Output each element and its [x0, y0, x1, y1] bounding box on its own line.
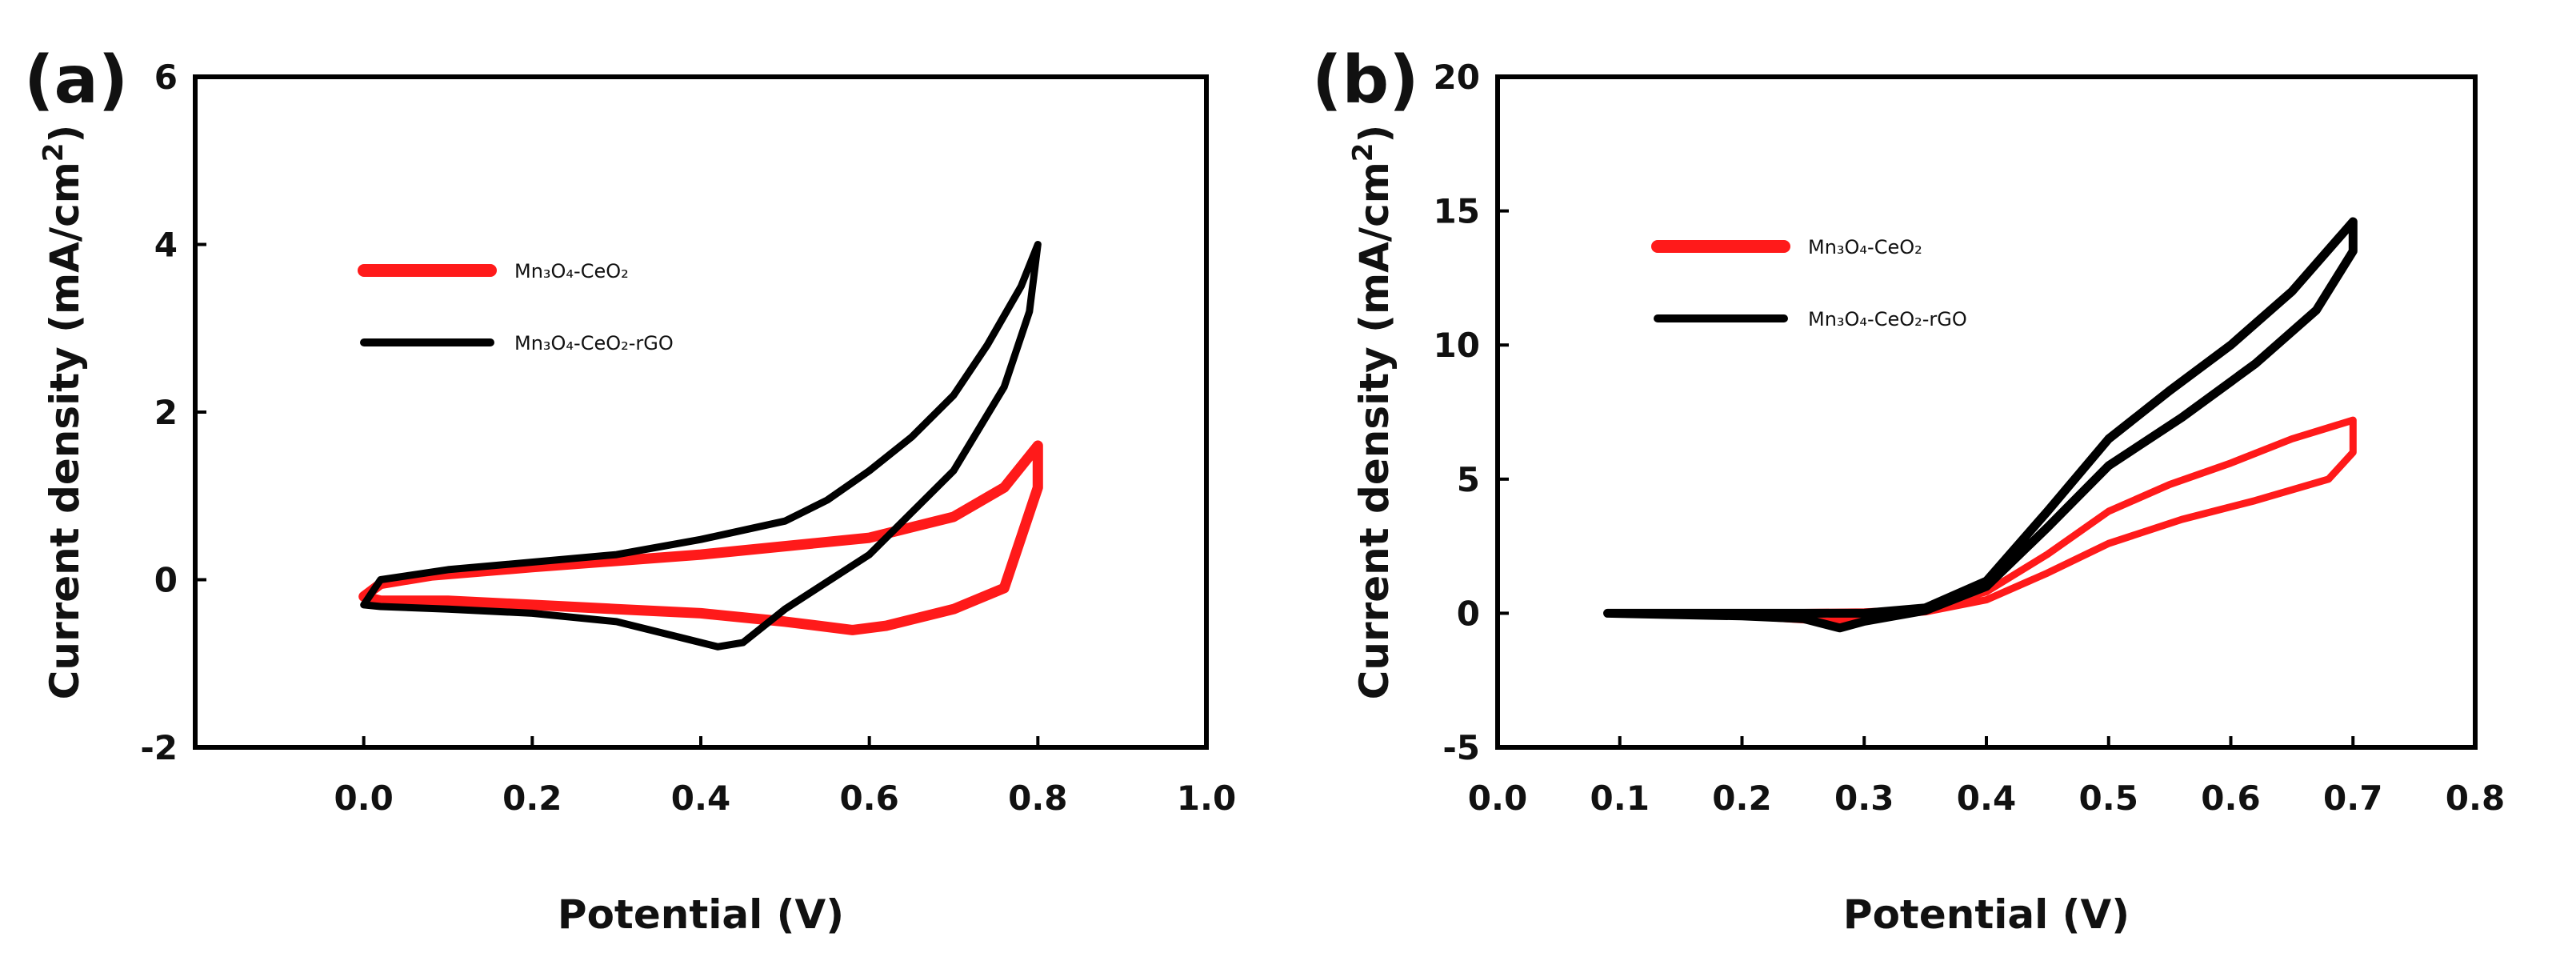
- panel-b-x-tick-label: 0.0: [1468, 779, 1527, 818]
- panel-a-y-axis-title-main: Current density (mA/cm: [42, 162, 88, 699]
- panel-b-x-tick-label: 0.3: [1834, 779, 1894, 818]
- panel-a-y-tick-label: 2: [154, 393, 178, 432]
- panel-a-y-tick-label: -2: [140, 728, 178, 767]
- panel-a-legend-label: Mn₃O₄-CeO₂: [514, 260, 629, 282]
- panel-a-series-mn3o4-ceo2-rgo-curve: [360, 241, 1042, 651]
- panel-a-x-tick-label: 0.8: [1008, 779, 1067, 818]
- panel-b-x-tick-label: 0.8: [2446, 779, 2505, 818]
- panel-b-y-axis-title-sup: 2: [1347, 143, 1379, 162]
- panel-b-legend-label: Mn₃O₄-CeO₂: [1808, 236, 1922, 258]
- panel-b-y-axis-title: Current density (mA/cm2): [1347, 125, 1398, 700]
- panel-a-x-tick-label: 0.4: [671, 779, 730, 818]
- panel-b-y-axis-title-main: Current density (mA/cm: [1351, 162, 1398, 699]
- panel-a-y-tick-label: 4: [154, 226, 178, 265]
- panel-a-y-tick-label: 6: [154, 58, 178, 97]
- panel-b-y-tick-label: 0: [1457, 594, 1480, 633]
- panel-b-x-tick-label: 0.7: [2323, 779, 2382, 818]
- panel-b-x-axis-title: Potential (V): [1843, 891, 2130, 938]
- panel-b-legend-label: Mn₃O₄-CeO₂-rGO: [1808, 308, 1967, 330]
- panel-b-y-tick-label: 10: [1434, 326, 1480, 365]
- panel-a-y-tick-label: 0: [154, 561, 178, 600]
- panel-b-legend: Mn₃O₄-CeO₂ Mn₃O₄-CeO₂-rGO: [1651, 236, 1967, 330]
- panel-b-x-tick-label: 0.4: [1957, 779, 2016, 818]
- panel-a-x-axis-title: Potential (V): [558, 891, 844, 938]
- panel-a-cv-chart: (a) 0.0 0.2 0.4 0.6 0.8 1.0 -2 0 2 4 6 Potential (V)…: [24, 42, 1236, 938]
- panel-b-y-tick-label: 15: [1434, 192, 1480, 231]
- panel-a-plot-frame: [193, 74, 1209, 750]
- panel-b-y-axis-title-close: ): [1351, 125, 1398, 143]
- panel-b-label: (b): [1312, 42, 1419, 118]
- panel-a-x-tick-label: 0.0: [334, 779, 393, 818]
- panel-b-cv-chart: (b) 0.0 0.1 0.2 0.3 0.4 0.5 0.6 0.7 0.8 -5 0 5 10 15 20…: [1312, 42, 2505, 938]
- panel-b-plot-frame: [1495, 74, 2478, 750]
- panel-b-x-tick-label: 0.6: [2201, 779, 2260, 818]
- panel-b-series-mn3o4-ceo2-rgo-curve: [1603, 217, 2358, 633]
- panel-a-x-tick-label: 0.2: [502, 779, 562, 818]
- panel-a-y-axis-title: Current density (mA/cm2): [38, 125, 88, 700]
- panel-a-legend: Mn₃O₄-CeO₂ Mn₃O₄-CeO₂-rGO: [358, 260, 674, 354]
- panel-a-label: (a): [24, 42, 128, 118]
- panel-a-y-axis-title-sup: 2: [38, 143, 70, 162]
- panel-b-x-tick-label: 0.2: [1712, 779, 1771, 818]
- panel-a-x-tick-label: 0.6: [839, 779, 898, 818]
- panel-a-y-axis-title-close: ): [42, 125, 88, 143]
- panel-a-legend-label: Mn₃O₄-CeO₂-rGO: [514, 332, 674, 354]
- panel-b-y-tick-label: 5: [1457, 460, 1480, 499]
- panel-b-y-tick-label: 20: [1434, 58, 1480, 97]
- panel-a-series-mn3o4-ceo2-curve: [358, 440, 1043, 635]
- panel-b-x-tick-label: 0.1: [1590, 779, 1650, 818]
- panel-b-x-tick-label: 0.5: [2079, 779, 2138, 818]
- panel-b-y-tick-label: -5: [1442, 728, 1480, 767]
- panel-a-x-tick-label: 1.0: [1177, 779, 1236, 818]
